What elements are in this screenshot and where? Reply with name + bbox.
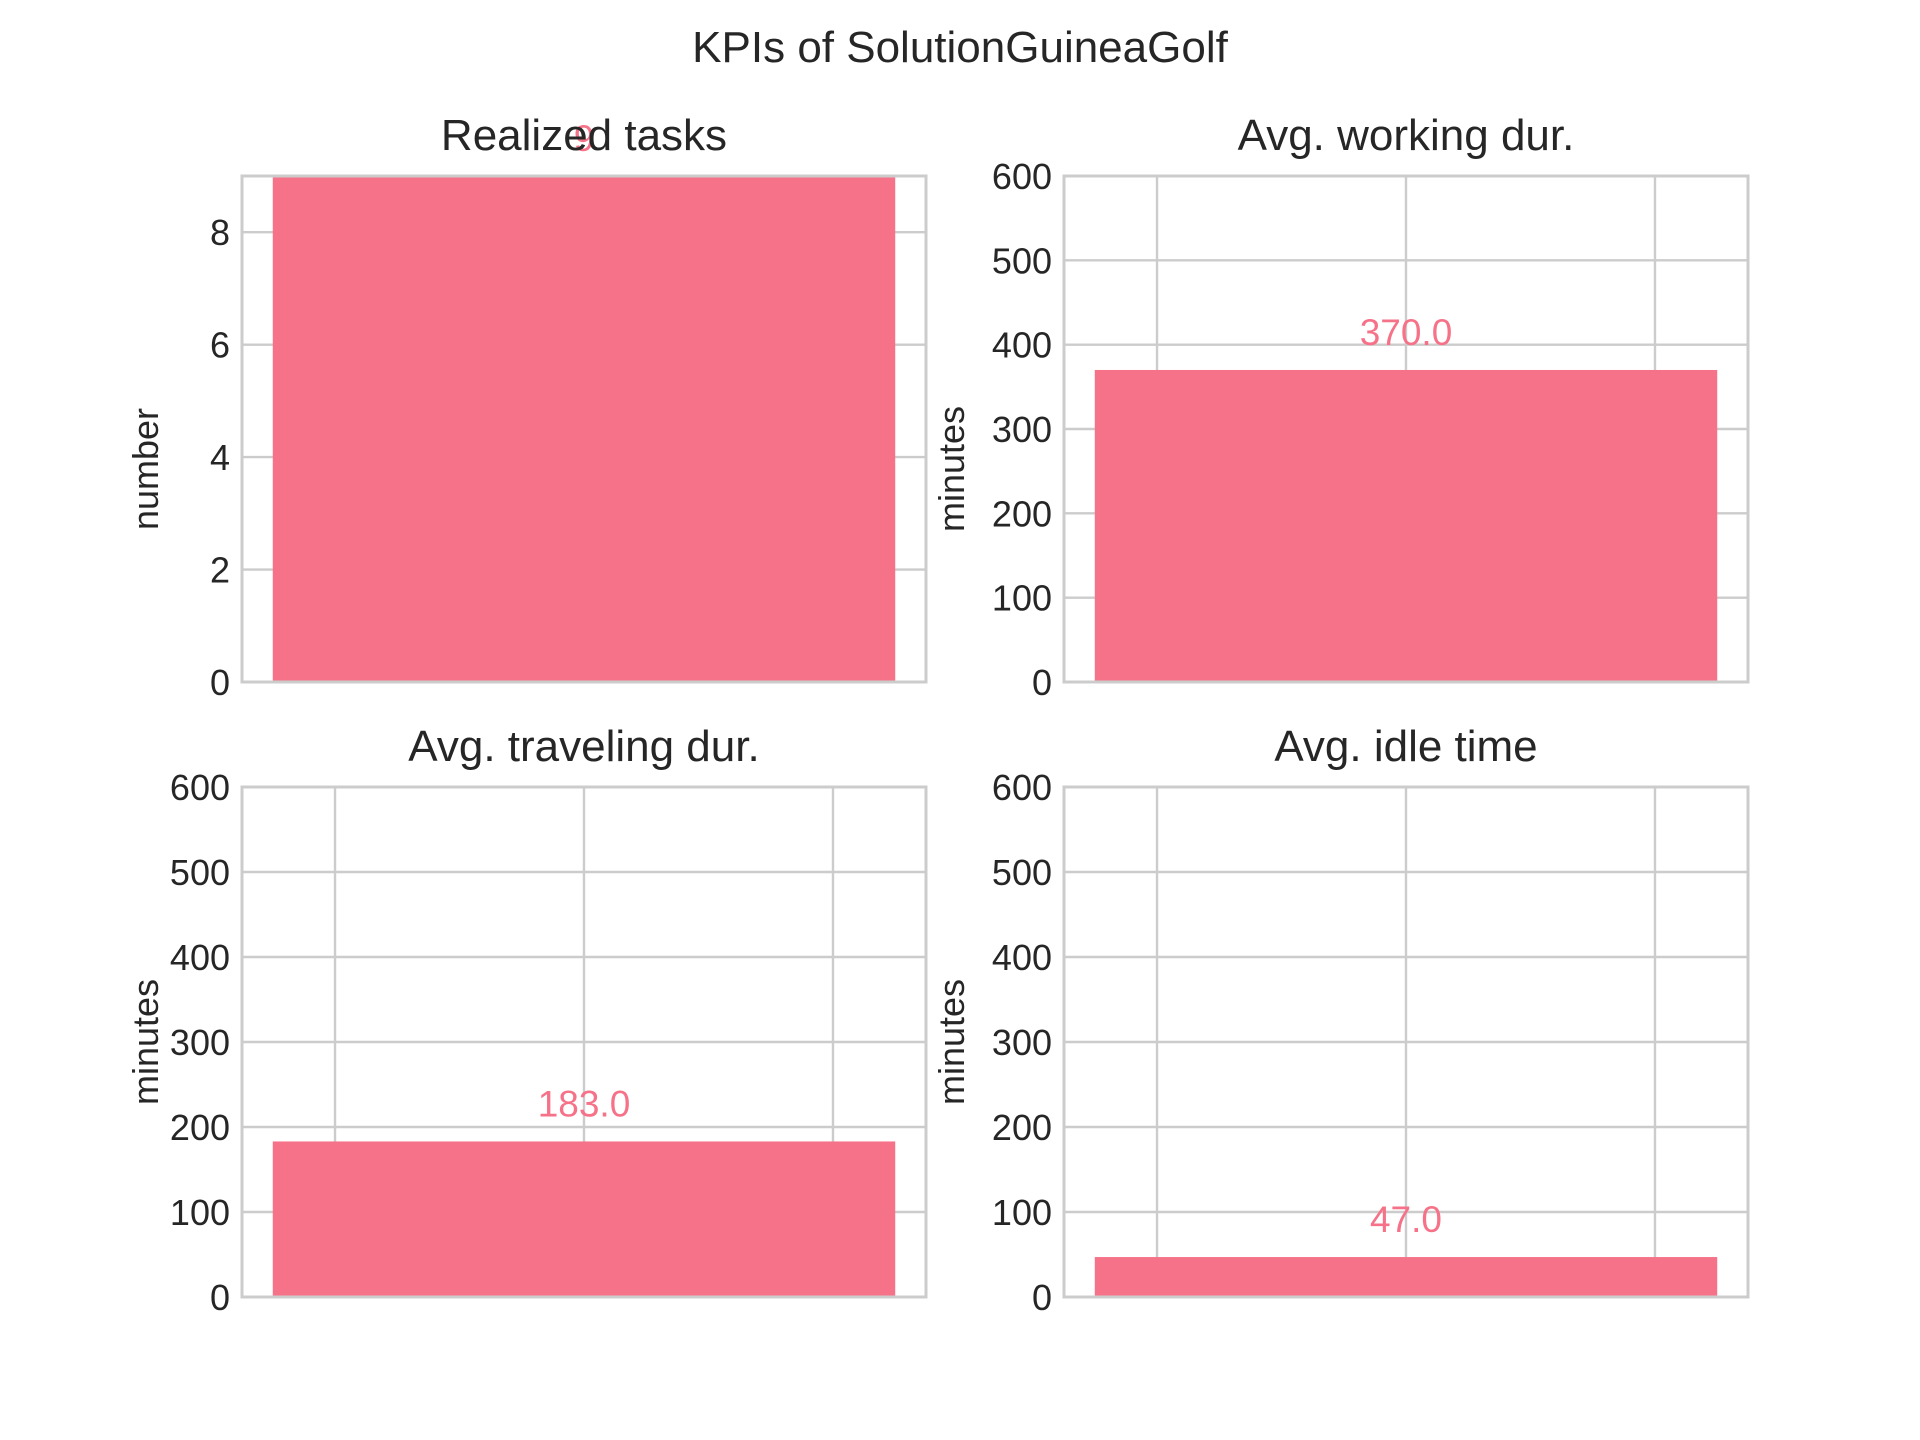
subplot-title: Avg. idle time: [1274, 722, 1537, 771]
y-axis-label: minutes: [931, 406, 972, 532]
y-axis-label: number: [125, 408, 166, 530]
y-tick-label: 400: [992, 937, 1052, 978]
subplot-title: Avg. working dur.: [1238, 111, 1575, 160]
bar: [272, 1141, 896, 1297]
bar-value-label: 183.0: [538, 1083, 631, 1124]
subplot-grid: 9 0 2 4 6 8 Realized tasks number 370.0 0 100 200 30…: [125, 111, 1750, 1318]
bar: [272, 176, 896, 682]
axes-frame: [1062, 174, 1750, 684]
y-axis-label: minutes: [125, 979, 166, 1105]
axes-frame: [240, 785, 928, 1299]
bar: [1094, 1257, 1718, 1297]
y-tick-label: 200: [992, 1107, 1052, 1148]
y-tick-label: 100: [992, 578, 1052, 619]
y-tick-label: 600: [992, 767, 1052, 808]
subplot-title: Realized tasks: [441, 111, 727, 160]
y-axis-label: minutes: [931, 979, 972, 1105]
y-tick-label: 4: [210, 437, 230, 478]
y-tick-label: 600: [992, 156, 1052, 197]
y-tick-label: 300: [992, 409, 1052, 450]
subplot-3: 183.0 0 100 200 300 400 500 600 Avg. traveling d…: [125, 722, 928, 1318]
subplot-4: 47.0 0 100 200 300 400 500 600 Avg. idle time min…: [931, 722, 1750, 1318]
y-tick-label: 300: [992, 1022, 1052, 1063]
subplot-2: 370.0 0 100 200 300 400 500 600 Avg. working dur…: [931, 111, 1750, 703]
subplot-1: 9 0 2 4 6 8 Realized tasks number: [125, 111, 928, 703]
y-tick-label: 100: [170, 1192, 230, 1233]
y-tick-label: 100: [992, 1192, 1052, 1233]
y-tick-label: 8: [210, 212, 230, 253]
y-tick-label: 400: [992, 325, 1052, 366]
y-tick-label: 300: [170, 1022, 230, 1063]
bar-value-label: 47.0: [1370, 1199, 1442, 1240]
axes-frame: [1062, 785, 1750, 1299]
figure-suptitle: KPIs of SolutionGuineaGolf: [692, 23, 1228, 72]
y-tick-label: 500: [992, 240, 1052, 281]
y-tick-label: 600: [170, 767, 230, 808]
y-tick-label: 500: [170, 852, 230, 893]
y-tick-label: 2: [210, 550, 230, 591]
y-tick-label: 6: [210, 325, 230, 366]
y-tick-label: 200: [170, 1107, 230, 1148]
axes-frame: [240, 174, 928, 684]
bar: [1094, 369, 1718, 682]
y-tick-label: 0: [210, 662, 230, 703]
y-tick-label: 400: [170, 937, 230, 978]
y-tick-label: 500: [992, 852, 1052, 893]
bar-value-label: 370.0: [1360, 312, 1453, 353]
y-tick-label: 200: [992, 493, 1052, 534]
y-tick-label: 0: [1032, 1277, 1052, 1318]
subplot-title: Avg. traveling dur.: [408, 722, 759, 771]
y-tick-label: 0: [210, 1277, 230, 1318]
bar-value-label: 9: [574, 118, 595, 159]
y-tick-label: 0: [1032, 662, 1052, 703]
